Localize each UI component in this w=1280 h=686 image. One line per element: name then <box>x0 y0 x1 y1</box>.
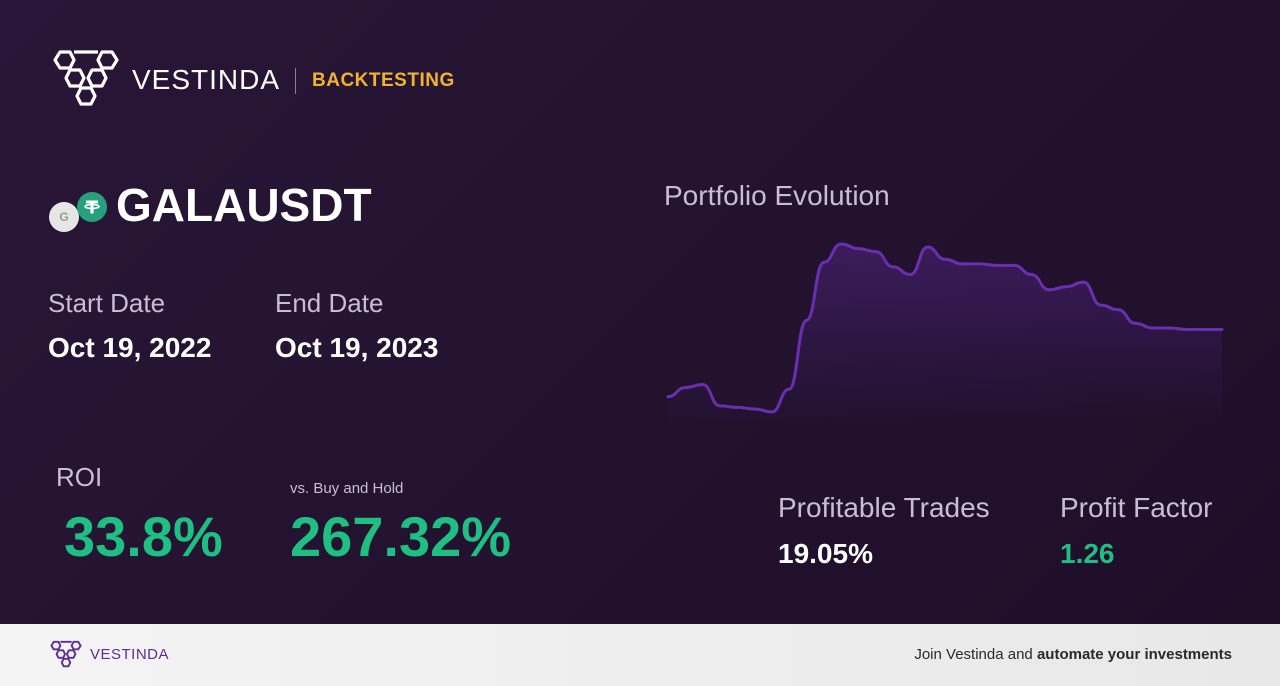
end-date-value: Oct 19, 2023 <box>275 332 439 363</box>
end-date-label: End Date <box>275 288 384 318</box>
roi-value: 33.8% <box>64 505 223 568</box>
start-date-label: Start Date <box>48 288 166 318</box>
profit-factor-label: Profit Factor <box>1060 492 1213 523</box>
brand-tag: BACKTESTING <box>312 70 455 91</box>
vestinda-logo-icon <box>53 50 119 106</box>
profitable-trades-label: Profitable Trades <box>778 492 990 523</box>
footer-cta[interactable]: Join Vestinda and automate your investme… <box>914 646 1232 663</box>
portfolio-chart <box>666 242 1224 426</box>
footer: VESTINDA Join Vestinda and automate your… <box>0 624 1280 686</box>
footer-brand[interactable]: VESTINDA <box>90 646 170 663</box>
vs-buy-hold-label: vs. Buy and Hold <box>290 480 404 497</box>
gala-coin-icon: G <box>49 202 79 232</box>
profit-factor-value: 1.26 <box>1060 538 1115 569</box>
vestinda-footer-logo-icon[interactable] <box>48 639 84 671</box>
brand-name: VESTINDA <box>132 64 281 95</box>
roi-label: ROI <box>56 462 103 492</box>
tether-icon <box>77 192 107 222</box>
profitable-trades-value: 19.05% <box>778 538 873 569</box>
footer-cta-bold: automate your investments <box>1036 646 1232 663</box>
start-date-value: Oct 19, 2022 <box>48 332 212 363</box>
pair-title: GALAUSDT <box>116 179 372 231</box>
brand-divider <box>295 68 296 94</box>
portfolio-line <box>666 242 1224 414</box>
chart-title: Portfolio Evolution <box>664 180 890 211</box>
tether-glyph-icon <box>84 200 100 214</box>
portfolio-area <box>668 244 1222 426</box>
vs-buy-hold-value: 267.32% <box>290 505 512 568</box>
footer-cta-prefix: Join Vestinda and <box>914 646 1037 663</box>
backtest-card: VESTINDA BACKTESTING G GALAUSDT Start Da… <box>0 0 1280 624</box>
